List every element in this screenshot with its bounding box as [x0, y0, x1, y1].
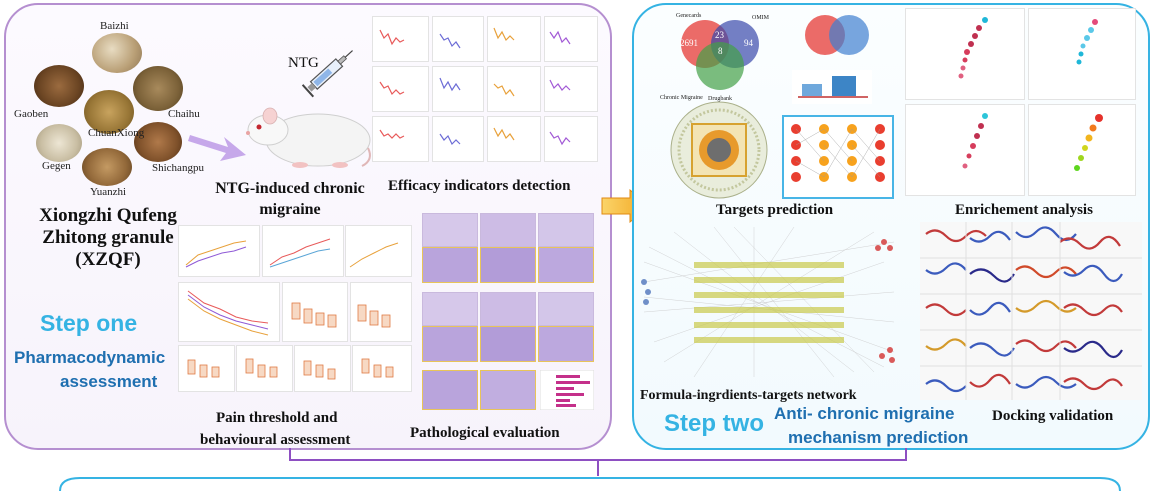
targets-caption: Targets prediction — [716, 202, 834, 218]
model-caption-line1: NTG-induced chronic — [215, 180, 365, 197]
herb-chaihu-image — [133, 66, 183, 111]
step-one-title: Step one — [40, 310, 138, 336]
histology-panel — [480, 247, 536, 283]
herb-yuanzhi-image — [82, 148, 132, 186]
pain-caption-line1: Pain threshold and — [216, 410, 338, 426]
ingredient-network — [641, 226, 895, 378]
herb-label-baizhi: Baizhi — [100, 20, 129, 32]
step-two-title: Step two — [664, 410, 764, 437]
formula-name-line2: Zhitong granule — [42, 227, 174, 248]
step-two-subtitle-line2: mechanism prediction — [788, 428, 969, 447]
enrichment-plot-c — [905, 104, 1025, 196]
efficacy-subplot-l — [544, 116, 598, 162]
targets-network-panel — [782, 115, 894, 199]
efficacy-subplot-i — [372, 116, 429, 162]
ntg-label: NTG — [288, 55, 319, 71]
histology-panel — [480, 326, 536, 362]
efficacy-subplot-j — [432, 116, 484, 162]
pathology-bar-chart — [540, 370, 594, 410]
histology-panel — [538, 213, 594, 247]
enrichment-caption: Enrichement analysis — [955, 202, 1093, 218]
rat-to-caption-arrow — [188, 135, 246, 161]
pain-box-plot-e — [282, 282, 348, 342]
pain-line-plot-d — [178, 282, 280, 342]
herb-gaoben-image — [34, 65, 84, 107]
histology-panel — [422, 326, 478, 362]
pain-line-plot-b — [262, 225, 344, 277]
step-one-subtitle-line1: Pharmacodynamic — [14, 348, 166, 367]
docking-caption: Docking validation — [992, 408, 1114, 424]
herb-label-chaihu: Chaihu — [168, 108, 200, 120]
venn-count-a-only: 2691 — [680, 38, 698, 48]
efficacy-subplot-f — [432, 66, 484, 112]
step-one-subtitle-line2: assessment — [60, 372, 158, 391]
histology-panel — [538, 292, 594, 326]
pain-line-plot-a — [178, 225, 260, 277]
venn-label-b: OMIM — [752, 15, 770, 21]
rat-icon — [246, 107, 371, 168]
herb-chuanxiong-image — [84, 90, 134, 134]
histology-panel — [422, 370, 478, 410]
efficacy-caption: Efficacy indicators detection — [388, 178, 571, 194]
concentric-network — [670, 101, 768, 199]
herb-gegen-image — [36, 124, 82, 162]
enrichment-dots — [958, 17, 1103, 171]
formula-name-line3: (XZQF) — [75, 249, 141, 270]
histology-panel — [422, 292, 478, 326]
herb-label-yuanzhi: Yuanzhi — [90, 186, 127, 198]
efficacy-subplot-g — [487, 66, 541, 112]
histology-panel — [480, 213, 536, 247]
bottom-bracket — [59, 448, 1121, 491]
efficacy-subplot-e — [372, 66, 429, 112]
syringe-icon — [301, 50, 353, 98]
enrichment-plot-d — [1028, 104, 1136, 196]
docking-grid — [920, 222, 1142, 400]
venn-count-ab: 23 — [715, 30, 724, 40]
targets-bar-chart — [792, 70, 872, 104]
efficacy-subplot-h — [544, 66, 598, 112]
venn-diagram — [681, 20, 759, 90]
network-caption: Formula-ingrdients-targets network — [640, 388, 857, 403]
efficacy-subplot-b — [432, 16, 484, 62]
efficacy-subplot-d — [544, 16, 598, 62]
histology-panel — [480, 370, 536, 410]
herb-label-chuanxiong: ChuanXiong — [88, 127, 145, 139]
histology-panel — [538, 326, 594, 362]
histology-panel — [538, 247, 594, 283]
venn-count-center: 8 — [718, 46, 723, 56]
efficacy-subplot-a — [372, 16, 429, 62]
step-two-subtitle-line1: Anti- chronic migraine — [774, 404, 955, 423]
venn-count-b-only: 94 — [744, 38, 753, 48]
model-caption-line2: migraine — [259, 201, 321, 218]
histology-panel — [422, 213, 478, 247]
efficacy-markers — [379, 27, 571, 146]
histology-panel — [422, 247, 478, 283]
pain-caption-line2: behavioural assessment — [200, 432, 351, 448]
venn-two-set — [805, 15, 869, 55]
venn-label-c: Chronic Migraine — [660, 95, 703, 101]
herb-label-shichangpu: Shichangpu — [152, 162, 204, 174]
herb-label-gegen: Gegen — [42, 160, 71, 172]
pathology-caption: Pathological evaluation — [410, 425, 560, 441]
efficacy-subplot-c — [487, 16, 541, 62]
venn-label-d: Drugbank — [708, 96, 732, 102]
herb-shichangpu-image — [134, 122, 182, 162]
pain-plot-traces — [185, 238, 399, 380]
venn-label-a: Genecards — [676, 13, 702, 19]
herb-baizhi-image — [92, 33, 142, 73]
herb-label-gaoben: Gaoben — [14, 108, 49, 120]
histology-panel — [480, 292, 536, 326]
formula-name-line1: Xiongzhi Qufeng — [39, 205, 177, 226]
